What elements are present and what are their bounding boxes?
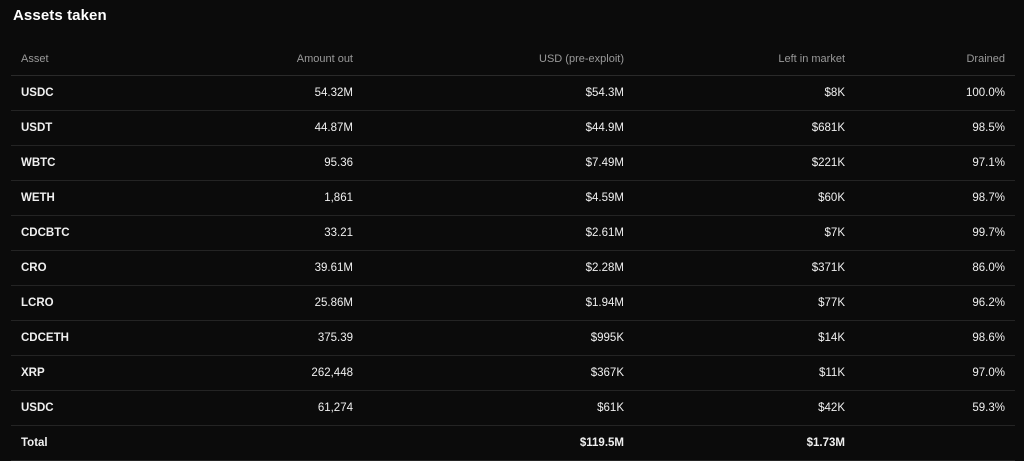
- cell-usd: $2.61M: [363, 215, 634, 251]
- cell-asset: USDT: [11, 110, 191, 146]
- cell-left-in-market: $371K: [634, 250, 855, 286]
- cell-usd: $2.28M: [363, 250, 634, 286]
- table-row: CDCBTC 33.21 $2.61M $7K 99.7%: [11, 215, 1015, 251]
- cell-usd: $44.9M: [363, 110, 634, 146]
- table-total-row: Total $119.5M $1.73M: [11, 425, 1015, 461]
- column-header-drained: Drained: [855, 42, 1015, 76]
- table-row: USDC 54.32M $54.3M $8K 100.0%: [11, 75, 1015, 111]
- column-header-usd: USD (pre-exploit): [363, 42, 634, 76]
- table-row: WBTC 95.36 $7.49M $221K 97.1%: [11, 145, 1015, 181]
- cell-drained: 59.3%: [855, 390, 1015, 426]
- table-header-row: Asset Amount out USD (pre-exploit) Left …: [11, 42, 1015, 76]
- cell-amount-out: 25.86M: [191, 285, 363, 321]
- total-usd: $119.5M: [363, 425, 634, 461]
- cell-asset: WETH: [11, 180, 191, 216]
- cell-usd: $61K: [363, 390, 634, 426]
- total-label: Total: [11, 425, 191, 461]
- cell-asset: CDCBTC: [11, 215, 191, 251]
- cell-usd: $54.3M: [363, 75, 634, 111]
- table-row: LCRO 25.86M $1.94M $77K 96.2%: [11, 285, 1015, 321]
- cell-usd: $4.59M: [363, 180, 634, 216]
- cell-left-in-market: $8K: [634, 75, 855, 111]
- cell-amount-out: 1,861: [191, 180, 363, 216]
- total-left-in-market: $1.73M: [634, 425, 855, 461]
- assets-taken-table: Asset Amount out USD (pre-exploit) Left …: [11, 42, 1015, 461]
- total-drained: [855, 425, 1015, 461]
- cell-asset: WBTC: [11, 145, 191, 181]
- cell-drained: 98.5%: [855, 110, 1015, 146]
- cell-left-in-market: $60K: [634, 180, 855, 216]
- cell-asset: CRO: [11, 250, 191, 286]
- cell-drained: 96.2%: [855, 285, 1015, 321]
- cell-drained: 100.0%: [855, 75, 1015, 111]
- table-row: XRP 262,448 $367K $11K 97.0%: [11, 355, 1015, 391]
- cell-drained: 99.7%: [855, 215, 1015, 251]
- cell-usd: $995K: [363, 320, 634, 356]
- cell-left-in-market: $14K: [634, 320, 855, 356]
- page-title: Assets taken: [13, 7, 107, 24]
- cell-amount-out: 54.32M: [191, 75, 363, 111]
- table-row: WETH 1,861 $4.59M $60K 98.7%: [11, 180, 1015, 216]
- cell-left-in-market: $77K: [634, 285, 855, 321]
- cell-asset: LCRO: [11, 285, 191, 321]
- column-header-left-in-market: Left in market: [634, 42, 855, 76]
- table-row: CRO 39.61M $2.28M $371K 86.0%: [11, 250, 1015, 286]
- column-header-asset: Asset: [11, 42, 191, 76]
- cell-drained: 98.6%: [855, 320, 1015, 356]
- cell-drained: 97.1%: [855, 145, 1015, 181]
- cell-left-in-market: $221K: [634, 145, 855, 181]
- cell-usd: $367K: [363, 355, 634, 391]
- cell-amount-out: 262,448: [191, 355, 363, 391]
- cell-amount-out: 33.21: [191, 215, 363, 251]
- cell-drained: 86.0%: [855, 250, 1015, 286]
- cell-left-in-market: $681K: [634, 110, 855, 146]
- cell-usd: $7.49M: [363, 145, 634, 181]
- cell-asset: USDC: [11, 390, 191, 426]
- total-amount-out: [191, 425, 363, 461]
- table-row: USDT 44.87M $44.9M $681K 98.5%: [11, 110, 1015, 146]
- table-header: Asset Amount out USD (pre-exploit) Left …: [11, 42, 1015, 76]
- cell-left-in-market: $11K: [634, 355, 855, 391]
- cell-left-in-market: $42K: [634, 390, 855, 426]
- cell-asset: USDC: [11, 75, 191, 111]
- cell-amount-out: 61,274: [191, 390, 363, 426]
- cell-drained: 98.7%: [855, 180, 1015, 216]
- column-header-amount-out: Amount out: [191, 42, 363, 76]
- cell-left-in-market: $7K: [634, 215, 855, 251]
- cell-amount-out: 95.36: [191, 145, 363, 181]
- table-row: CDCETH 375.39 $995K $14K 98.6%: [11, 320, 1015, 356]
- cell-asset: XRP: [11, 355, 191, 391]
- table-body: USDC 54.32M $54.3M $8K 100.0% USDT 44.87M $44.9…: [11, 75, 1015, 461]
- cell-usd: $1.94M: [363, 285, 634, 321]
- cell-asset: CDCETH: [11, 320, 191, 356]
- cell-amount-out: 375.39: [191, 320, 363, 356]
- cell-amount-out: 44.87M: [191, 110, 363, 146]
- table-row: USDC 61,274 $61K $42K 59.3%: [11, 390, 1015, 426]
- cell-amount-out: 39.61M: [191, 250, 363, 286]
- cell-drained: 97.0%: [855, 355, 1015, 391]
